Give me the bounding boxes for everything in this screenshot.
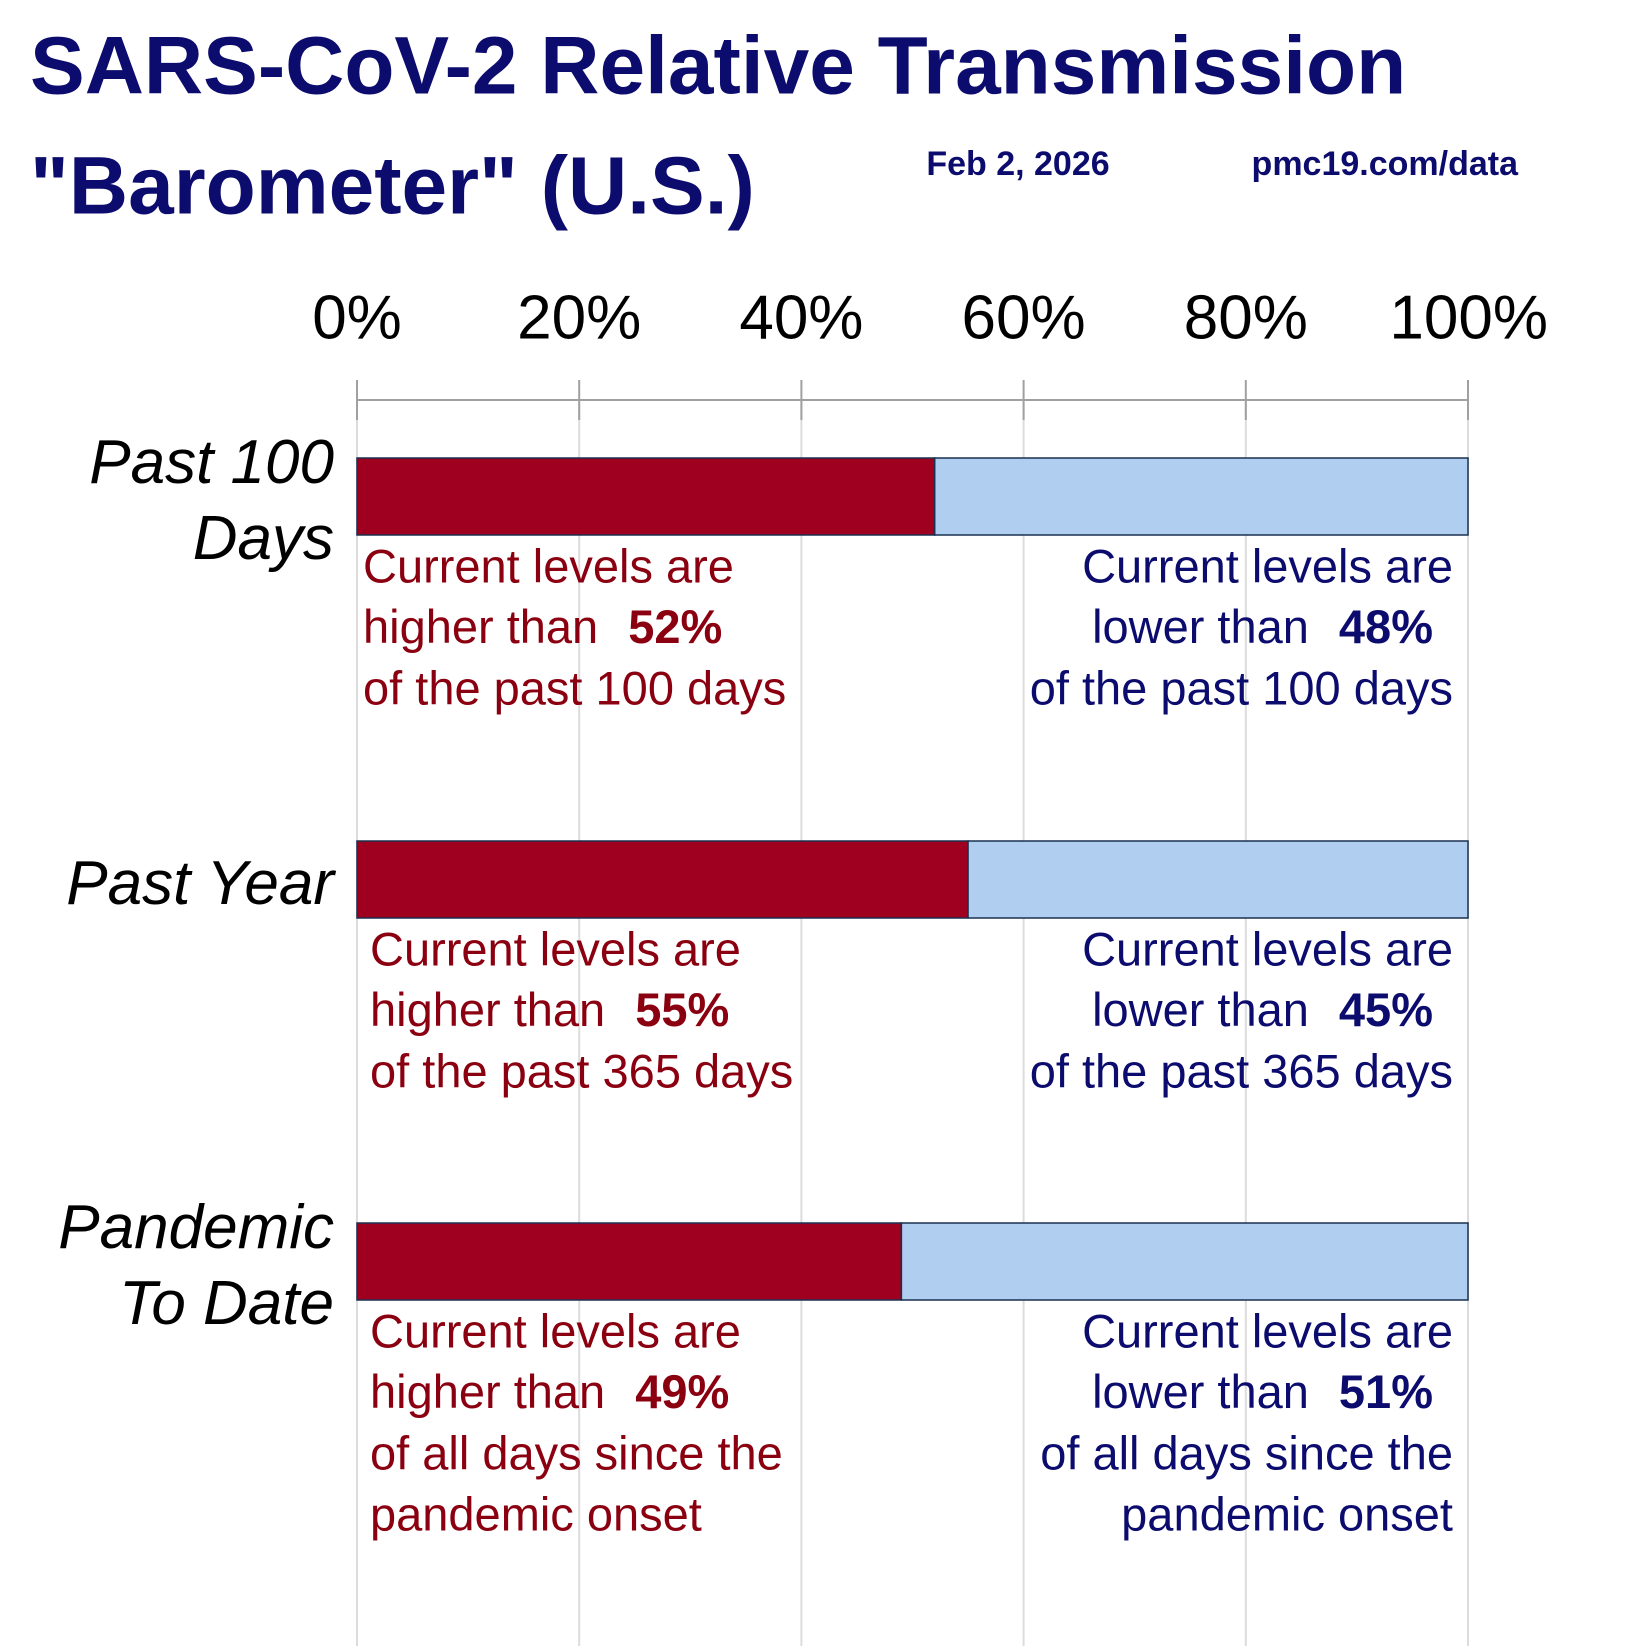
source: pmc19.com/data	[1252, 145, 1520, 183]
value-label: 49%	[635, 1365, 729, 1418]
category-label: Past Year	[66, 848, 334, 918]
value-label: 48%	[1339, 600, 1433, 653]
annotation: higher than	[370, 983, 605, 1036]
category-label: Past 100 Days	[89, 427, 334, 573]
annotation: higher than	[363, 600, 598, 653]
annotation: higher than	[370, 1365, 605, 1418]
annotation: lower than 45%	[1092, 983, 1433, 1036]
annotation: Current levels are	[363, 539, 734, 592]
annotation: higher than 49%	[370, 1365, 729, 1418]
x-tick-label: 0%	[312, 283, 402, 352]
annotation: pandemic onset	[1121, 1487, 1453, 1540]
x-tick-label: 40%	[739, 283, 863, 352]
annotation: of the past 365 days	[370, 1044, 793, 1097]
value-label: 51%	[1339, 1365, 1433, 1418]
annotation: of all days since the	[370, 1426, 783, 1479]
annotation: higher than 55%	[370, 983, 729, 1036]
annotation: Current levels are	[370, 1304, 741, 1357]
annotation: lower than	[1092, 983, 1309, 1036]
bar-segment	[356, 840, 969, 919]
category-label: Pandemic To Date	[58, 1192, 334, 1338]
bar-segment	[356, 457, 936, 536]
x-tick-label: 100%	[1389, 283, 1548, 352]
date: Feb 2, 2026	[926, 145, 1109, 183]
bar-segment	[933, 457, 1469, 536]
annotation: Current levels are	[1082, 922, 1453, 975]
annotation: of the past 365 days	[1030, 1044, 1453, 1097]
bar-segment	[967, 840, 1469, 919]
x-tick-label: 60%	[962, 283, 1086, 352]
annotation: Current levels are	[1082, 1304, 1453, 1357]
value-label: 52%	[628, 600, 722, 653]
annotation: lower than 51%	[1092, 1365, 1433, 1418]
annotation: Current levels are	[370, 922, 741, 975]
annotation: higher than 52%	[363, 600, 722, 653]
annotation: of the past 100 days	[363, 661, 786, 714]
annotation: lower than 48%	[1092, 600, 1433, 653]
bar-segment	[356, 1222, 903, 1301]
x-tick-label: 20%	[517, 283, 641, 352]
annotation: lower than	[1092, 600, 1309, 653]
annotation: of all days since the	[1040, 1426, 1453, 1479]
chart-title: SARS-CoV-2 Relative Transmission	[30, 21, 1406, 112]
chart-title: "Barometer" (U.S.)	[30, 141, 755, 232]
annotation: lower than	[1092, 1365, 1309, 1418]
annotation: of the past 100 days	[1030, 661, 1453, 714]
value-label: 45%	[1339, 983, 1433, 1036]
x-tick-label: 80%	[1184, 283, 1308, 352]
annotation: pandemic onset	[370, 1487, 702, 1540]
annotation: Current levels are	[1082, 539, 1453, 592]
value-label: 55%	[635, 983, 729, 1036]
bar-segment	[900, 1222, 1469, 1301]
